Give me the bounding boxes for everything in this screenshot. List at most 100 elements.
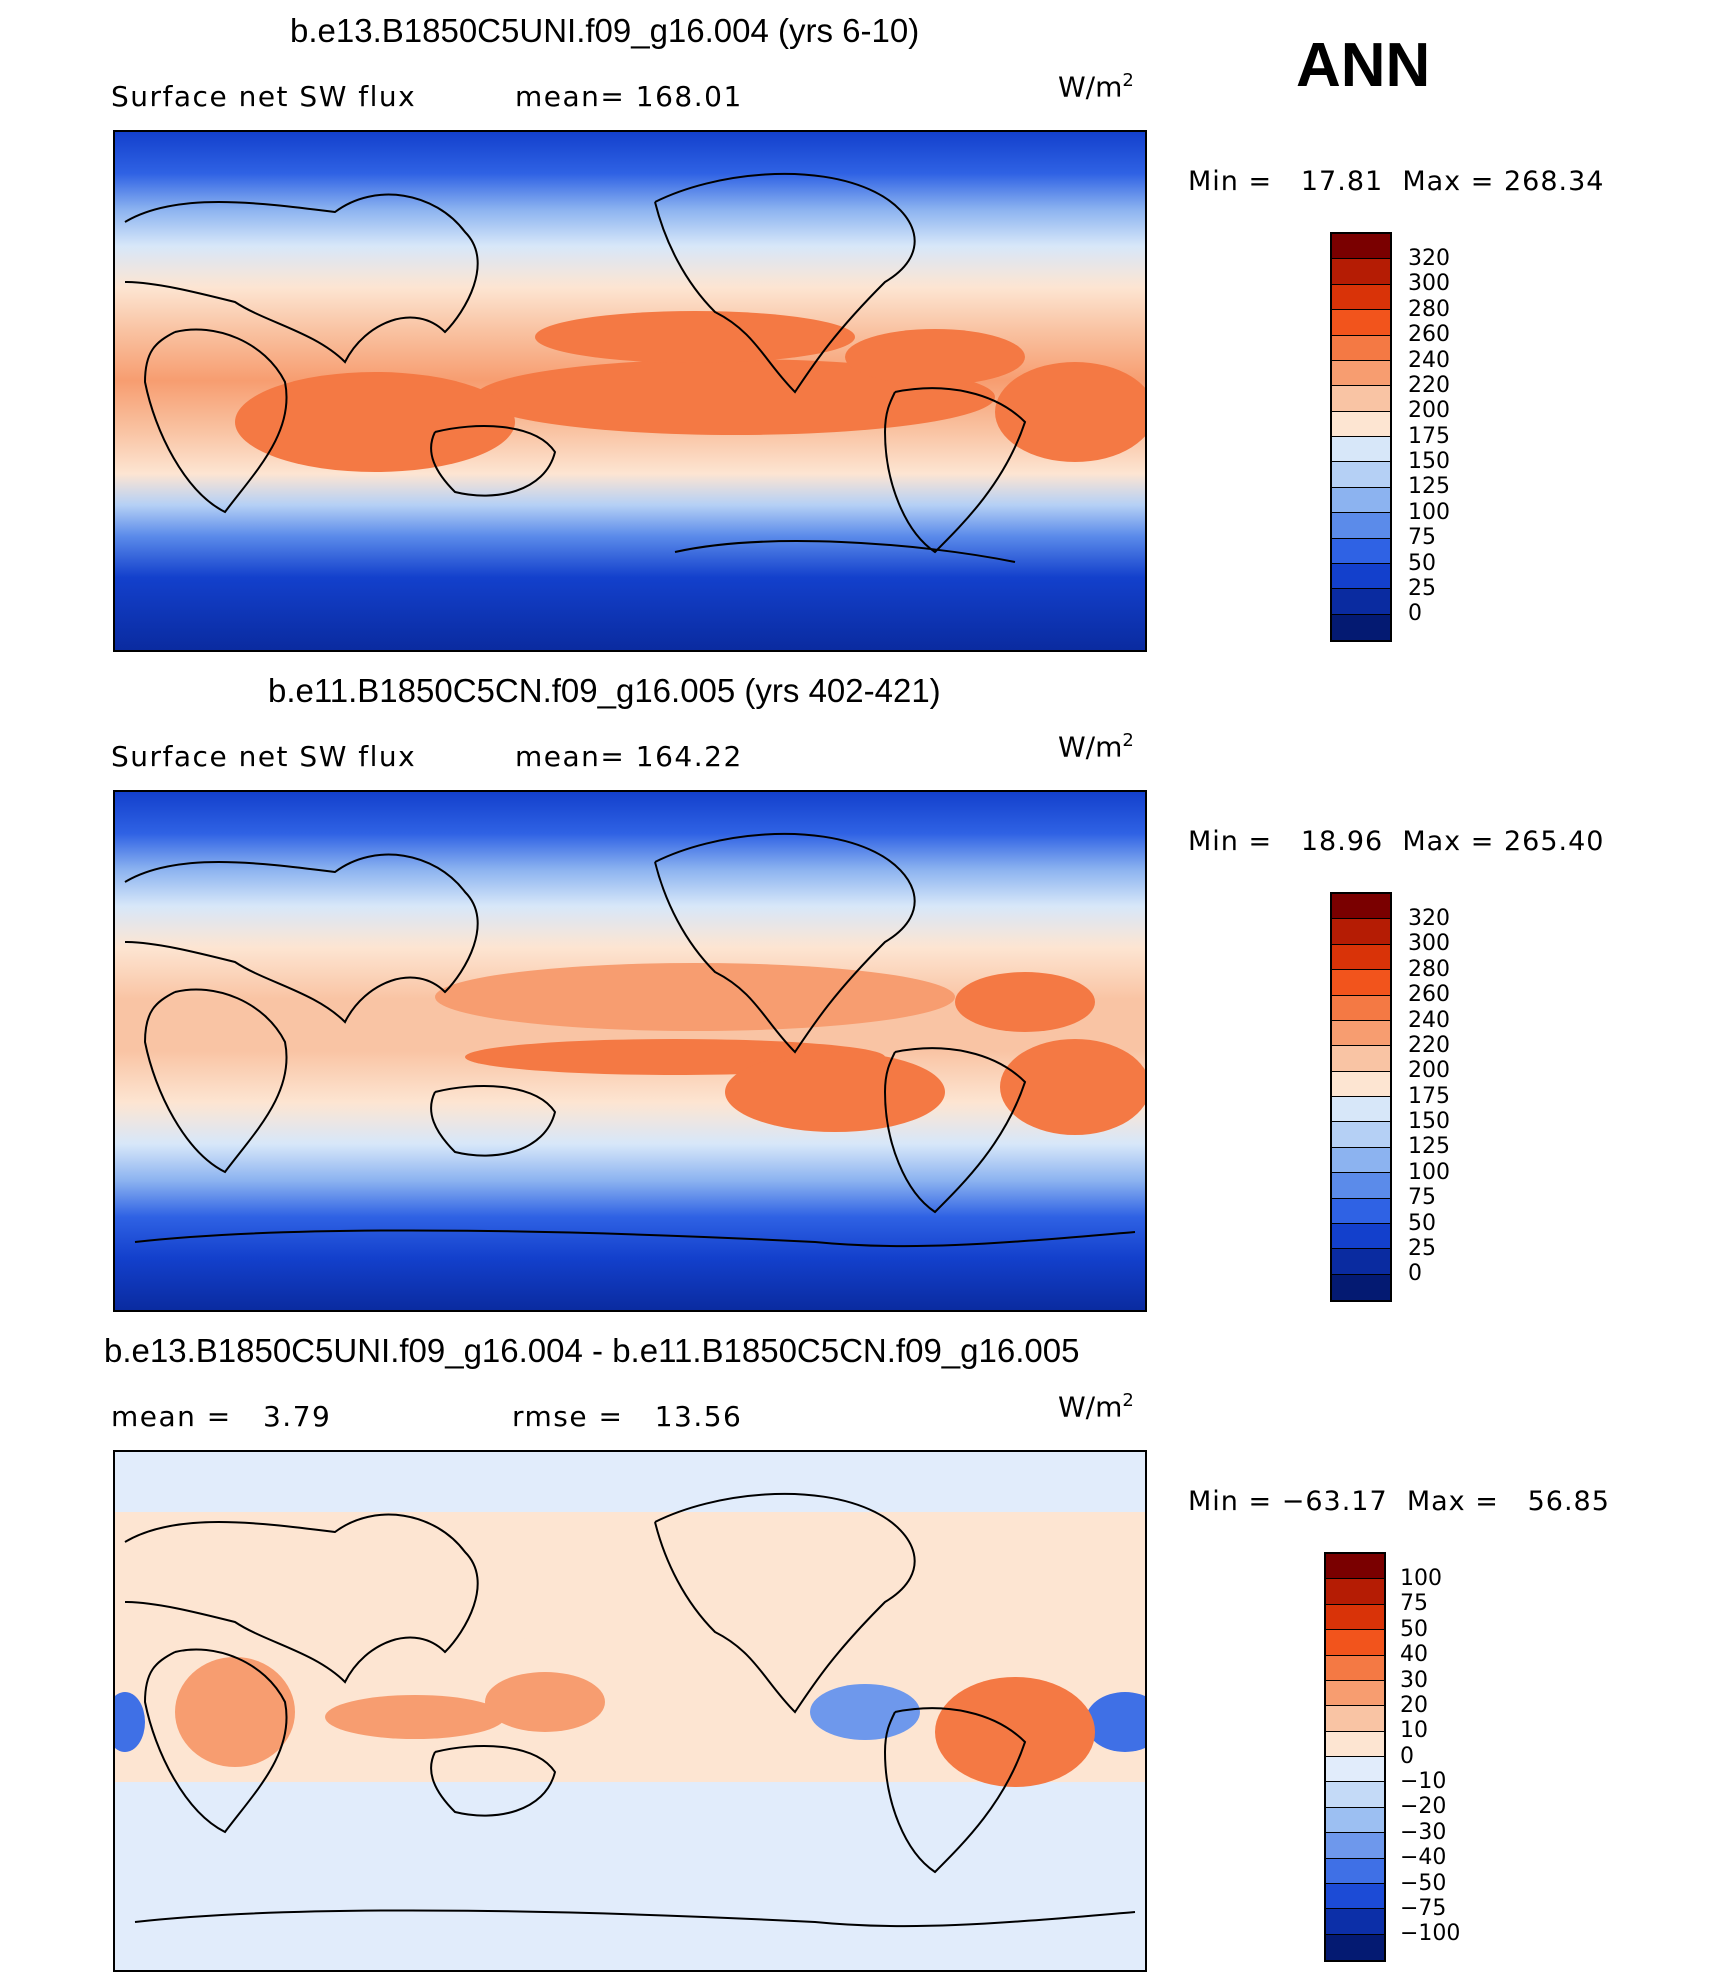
panel-2-colorbar-tick-label: 0 <box>1408 1261 1422 1287</box>
panel-3-anomaly-neg-atlantic-wrap <box>115 1692 145 1752</box>
panel-1-colorbar-swatch <box>1332 589 1390 615</box>
panel-2-anomaly-spacific <box>725 1052 945 1132</box>
panel-3-colorbar-tick-label: 75 <box>1400 1591 1428 1617</box>
panel-3-mean-value: 3.79 <box>262 1400 332 1433</box>
panel-2-colorbar-tick-label: 125 <box>1408 1134 1450 1160</box>
panel-1-colorbar <box>1330 232 1392 642</box>
panel-2-anomaly-natlantic <box>955 972 1095 1032</box>
panel-3-coastlines <box>124 1492 1136 1928</box>
panel-1-colorbar-swatch <box>1332 259 1390 285</box>
panel-3-colorbar <box>1324 1552 1386 1962</box>
panel-2-colorbar-swatch <box>1332 995 1390 1021</box>
panel-3-colorbar-tick-label: 50 <box>1400 1616 1428 1642</box>
panel-2-colorbar-swatch <box>1332 970 1390 996</box>
panel-3-rmse: rmse = 13.56 <box>512 1400 742 1433</box>
panel-3-colorbar-tick-label: −30 <box>1400 1819 1447 1845</box>
panel-3-colorbar-swatch <box>1326 1858 1384 1884</box>
panel-3-colorbar-swatch <box>1326 1680 1384 1707</box>
panel-1-map <box>113 130 1147 652</box>
panel-1-colorbar-swatch <box>1332 386 1390 412</box>
panel-3-anomaly-neg-pacific <box>810 1684 920 1740</box>
panel-1-variable-label: Surface net SW flux <box>111 80 417 113</box>
panel-1-mean: mean= 168.01 <box>515 80 743 113</box>
panel-3-colorbar-tick-label: −10 <box>1400 1769 1447 1794</box>
panel-3-colorbar-swatch <box>1326 1807 1384 1834</box>
panel-3-colorbar-swatch <box>1326 1934 1384 1960</box>
panel-3-colorbar-swatch <box>1326 1909 1384 1935</box>
panel-2-colorbar-tick-label: 300 <box>1408 931 1450 957</box>
panel-3-colorbar-swatch <box>1326 1554 1384 1580</box>
panel-3-rmse-value: 13.56 <box>654 1400 743 1433</box>
panel-1-coastlines <box>124 172 1027 563</box>
panel-3-colorbar-tick-label: −40 <box>1400 1845 1447 1871</box>
panel-2-colorbar-swatch <box>1332 1198 1390 1224</box>
panel-2-mean-value: 164.22 <box>635 740 743 773</box>
panel-2-colorbar-swatch <box>1332 1173 1390 1199</box>
panel-3-colorbar-tick-label: −50 <box>1400 1870 1447 1896</box>
panel-2-coastlines <box>124 832 1136 1248</box>
panel-2-mean-label: mean= <box>515 740 626 773</box>
panel-1-mean-value: 168.01 <box>635 80 743 113</box>
panel-3-map-svg <box>115 1452 1145 1970</box>
panel-1-colorbar-tick-label: 300 <box>1408 271 1450 297</box>
panel-2-minmax: Min = 18.96 Max = 265.40 <box>1188 826 1605 857</box>
panel-3-colorbar-tick-label: 100 <box>1400 1566 1442 1591</box>
panel-3-colorbar-swatch <box>1326 1655 1384 1681</box>
panel-2-colorbar-swatch <box>1332 1274 1390 1300</box>
panel-1-colorbar-tick-label: 25 <box>1408 575 1436 601</box>
panel-1-map-svg <box>115 132 1145 650</box>
panel-3-map <box>113 1450 1147 1972</box>
panel-1-colorbar-swatch <box>1332 563 1390 590</box>
panel-3-colorbar-swatch <box>1326 1731 1384 1757</box>
panel-2-title: b.e11.B1850C5CN.f09_g16.005 (yrs 402-421… <box>268 672 941 709</box>
panel-1-colorbar-tick-label: 150 <box>1408 449 1450 474</box>
panel-2-colorbar-tick-label: 200 <box>1408 1058 1450 1084</box>
panel-2-colorbar-swatch <box>1332 1020 1390 1047</box>
panel-1-colorbar-swatch <box>1332 310 1390 336</box>
panel-1-colorbar-tick-label: 220 <box>1408 372 1450 398</box>
panel-3-colorbar-swatch <box>1326 1604 1384 1631</box>
panel-2-colorbar-tick-label: 175 <box>1408 1083 1450 1109</box>
panel-3-minmax: Min = −63.17 Max = 56.85 <box>1188 1486 1610 1517</box>
panel-3-anomaly-pos-indian <box>325 1695 505 1739</box>
panel-3-colorbar-swatch <box>1326 1579 1384 1605</box>
panel-3-npacific <box>495 1624 975 1680</box>
panel-1-colorbar-tick-label: 280 <box>1408 296 1450 322</box>
panel-1-colorbar-swatch <box>1332 538 1390 564</box>
panel-3-colorbar-tick-label: 0 <box>1400 1743 1414 1769</box>
panel-3-band-south <box>115 1782 1145 1970</box>
panel-2-anomaly-npacific <box>435 963 955 1031</box>
panel-2-colorbar-swatch <box>1332 1046 1390 1072</box>
panel-1-colorbar-swatch <box>1332 360 1390 387</box>
panel-2-colorbar-tick-label: 280 <box>1408 956 1450 982</box>
panel-2-colorbar-swatch <box>1332 1097 1390 1123</box>
panel-2-colorbar-tick-label: 50 <box>1408 1210 1436 1236</box>
panel-2-colorbar-tick-label: 150 <box>1408 1109 1450 1134</box>
panel-2-colorbar-tick-label: 100 <box>1408 1159 1450 1185</box>
panel-1-colorbar-tick-label: 175 <box>1408 423 1450 449</box>
panel-2-colorbar-swatch <box>1332 1147 1390 1174</box>
panel-3-min-value: −63.17 <box>1281 1486 1388 1517</box>
panel-2-colorbar-swatch <box>1332 1249 1390 1275</box>
panel-3-mean: mean = 3.79 <box>111 1400 331 1433</box>
panel-1-colorbar-swatch <box>1332 614 1390 640</box>
panel-1-colorbar-tick-label: 0 <box>1408 601 1422 627</box>
panel-3-units: W/m2 <box>1058 1390 1134 1424</box>
panel-3-anomaly-pos-africa <box>175 1657 295 1767</box>
panel-2-colorbar-tick-label: 260 <box>1408 982 1450 1008</box>
panel-3-title: b.e13.B1850C5UNI.f09_g16.004 - b.e11.B18… <box>104 1332 1080 1369</box>
panel-3-colorbar-tick-label: −20 <box>1400 1794 1447 1820</box>
panel-2-colorbar-tick-label: 320 <box>1408 906 1450 931</box>
panel-2-colorbar-swatch <box>1332 1122 1390 1148</box>
panel-1-title: b.e13.B1850C5UNI.f09_g16.004 (yrs 6-10) <box>290 12 920 49</box>
panel-1-colorbar-swatch <box>1332 284 1390 311</box>
panel-2-map <box>113 790 1147 1312</box>
panel-2-colorbar-swatch <box>1332 1071 1390 1097</box>
season-label: ANN <box>1296 31 1431 100</box>
panel-3-colorbar-tick-label: −100 <box>1400 1921 1461 1947</box>
panel-3-max-value: 56.85 <box>1527 1486 1610 1517</box>
panel-1-colorbar-swatch <box>1332 462 1390 488</box>
panel-1-colorbar-swatch <box>1332 234 1390 260</box>
panel-1-mean-label: mean= <box>515 80 626 113</box>
panel-1-anomaly-indian <box>235 372 515 472</box>
